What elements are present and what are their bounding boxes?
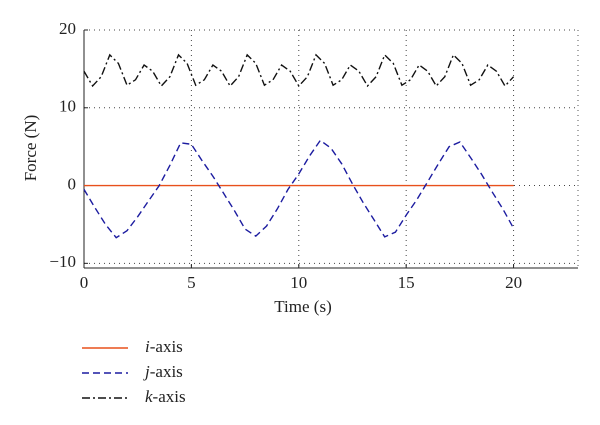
y-axis-label: Force (N) bbox=[21, 115, 40, 182]
x-tick-label: 0 bbox=[80, 273, 89, 292]
y-tick-label: −10 bbox=[49, 252, 76, 271]
x-tick-label: 5 bbox=[187, 273, 196, 292]
legend-label: k-axis bbox=[145, 387, 186, 406]
data-line bbox=[83, 139, 515, 239]
x-tick-label: 20 bbox=[505, 273, 522, 292]
x-axis-label: Time (s) bbox=[274, 297, 331, 316]
y-tick-label: 0 bbox=[68, 174, 77, 193]
y-tick-label: 20 bbox=[59, 19, 76, 38]
legend-label: i-axis bbox=[145, 337, 183, 356]
data-line bbox=[83, 53, 515, 88]
x-tick-label: 15 bbox=[398, 273, 415, 292]
legend-label: j-axis bbox=[143, 362, 183, 381]
x-tick-label: 10 bbox=[290, 273, 307, 292]
y-tick-label: 10 bbox=[59, 97, 76, 116]
